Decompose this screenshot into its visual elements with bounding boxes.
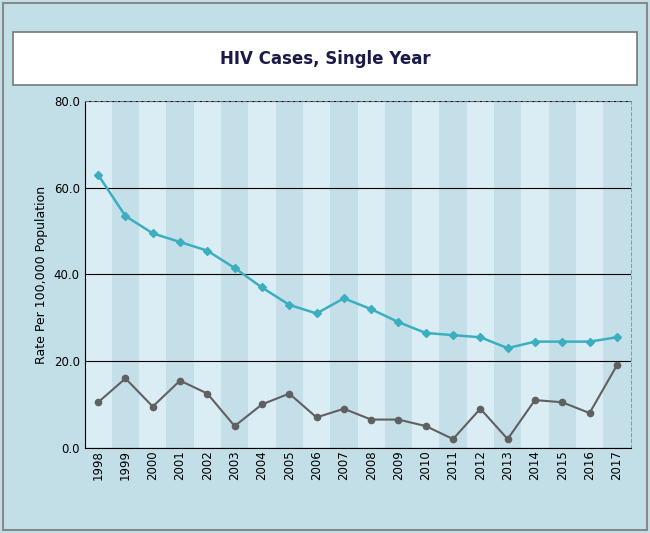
Flagler [258,401,266,408]
Bar [439,101,467,448]
Flagler [94,399,102,406]
Bar [603,101,630,448]
Flagler [476,406,484,412]
Flagler [122,375,129,382]
Bar [221,101,248,448]
Flagler [285,390,293,397]
Florida [395,319,402,325]
Flagler [313,414,320,421]
Florida [586,338,593,345]
Flagler [531,397,539,403]
Florida [613,334,621,341]
Florida [231,265,239,271]
Bar [494,101,521,448]
Bar [276,101,303,448]
Bar [112,101,139,448]
Bar [549,101,576,448]
Text: HIV Cases, Single Year: HIV Cases, Single Year [220,50,430,68]
Florida [176,239,184,245]
Florida [340,295,348,302]
Bar [330,101,358,448]
Florida [203,247,211,254]
Flagler [149,403,157,410]
Florida [531,338,539,345]
Florida [313,310,320,317]
Flagler [613,362,621,369]
Bar [166,101,194,448]
Florida [367,306,375,312]
Y-axis label: Rate Per 100,000 Population: Rate Per 100,000 Population [35,185,48,364]
Flagler [449,436,457,442]
Flagler [395,416,402,423]
Flagler [422,423,430,429]
Florida [449,332,457,338]
Florida [422,330,430,336]
Flagler [367,416,375,423]
Florida [558,338,566,345]
Florida [258,284,266,290]
Bar [385,101,412,448]
Flagler [504,436,512,442]
Florida [94,172,102,178]
Flagler [176,377,184,384]
Florida [504,345,512,351]
Florida [476,334,484,341]
Flagler [340,406,348,412]
FancyBboxPatch shape [13,32,637,85]
Florida [285,302,293,308]
Flagler [586,410,593,416]
Florida [122,213,129,219]
Flagler [231,423,239,429]
Flagler [203,390,211,397]
Line: Flagler: Flagler [95,362,620,442]
Flagler [558,399,566,406]
Line: Florida: Florida [95,172,620,351]
Florida [149,230,157,237]
